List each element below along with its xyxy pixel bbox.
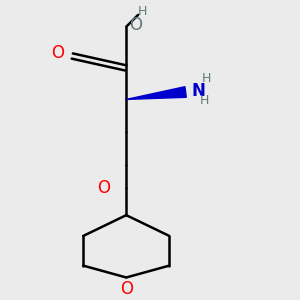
Text: H: H: [200, 94, 210, 107]
Text: O: O: [52, 44, 64, 62]
Polygon shape: [126, 87, 186, 99]
Text: O: O: [120, 280, 133, 298]
Text: H: H: [138, 5, 147, 18]
Text: O: O: [129, 16, 142, 34]
Text: N: N: [191, 82, 206, 100]
Text: H: H: [202, 72, 211, 85]
Text: O: O: [98, 179, 110, 197]
